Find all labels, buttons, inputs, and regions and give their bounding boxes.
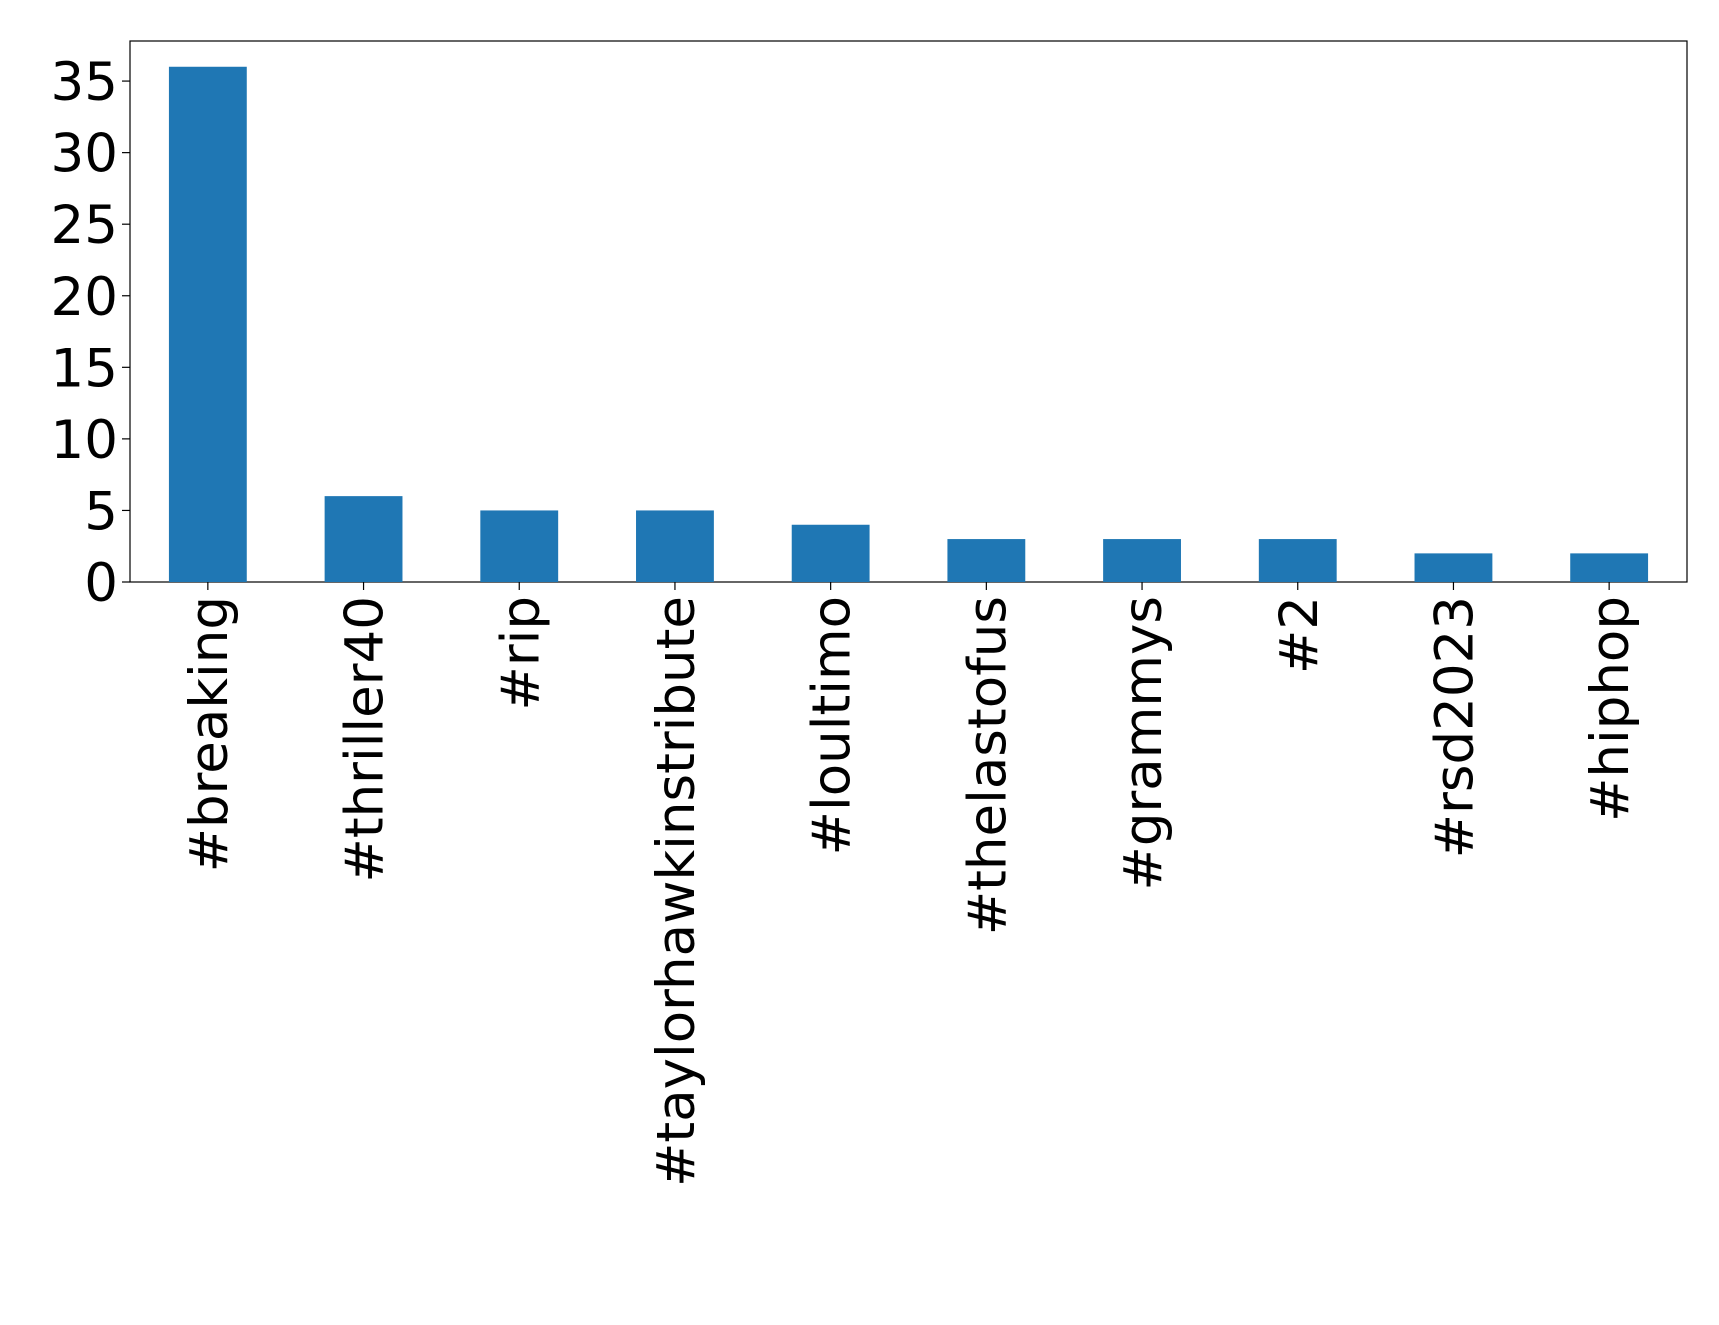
x-tick-label: #loultimo	[802, 596, 863, 855]
bar	[1414, 553, 1493, 582]
y-tick-label: 10	[51, 410, 118, 471]
bar	[636, 510, 714, 582]
y-tick-label: 15	[51, 338, 118, 399]
bar	[1103, 539, 1181, 582]
bar	[1258, 539, 1337, 582]
x-tick-label: #taylorhawkinstribute	[646, 596, 707, 1187]
y-tick-label: 5	[84, 481, 118, 542]
y-tick-label: 35	[51, 52, 118, 113]
bar	[324, 496, 403, 582]
x-tick-label: #thelastofus	[957, 596, 1018, 935]
x-tick-label: #hiphop	[1580, 596, 1641, 822]
y-tick-label: 30	[51, 124, 118, 185]
x-tick-label: #breaking	[179, 596, 240, 872]
x-tick-label: #thriller40	[335, 596, 396, 883]
plot-frame	[129, 40, 1688, 583]
bar	[947, 539, 1026, 582]
bar	[791, 524, 870, 582]
y-tick-label: 20	[51, 267, 118, 328]
x-tick-label: #rip	[490, 596, 551, 711]
bar	[480, 510, 559, 582]
x-tick-label: #2	[1269, 596, 1330, 674]
x-tick-label: #rsd2023	[1424, 596, 1485, 858]
y-tick-label: 25	[51, 195, 118, 256]
bar	[1570, 553, 1649, 582]
bar	[168, 66, 247, 582]
y-tick-label: 0	[84, 553, 118, 614]
x-tick-label: #grammys	[1113, 596, 1174, 891]
